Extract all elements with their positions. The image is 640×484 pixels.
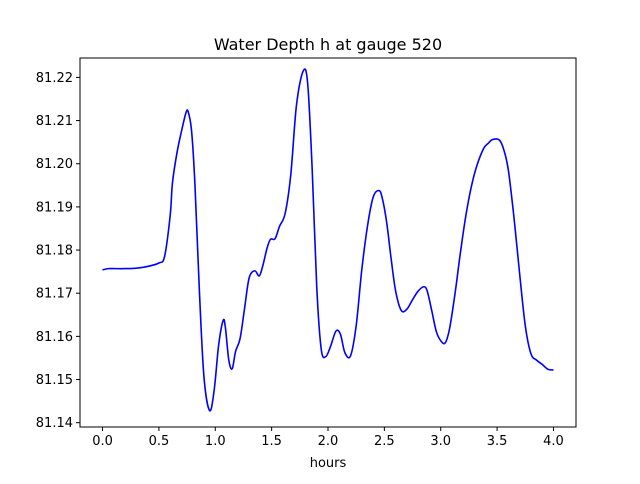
x-axis-label: hours [310,456,347,471]
x-tick-label: 2.5 [374,434,395,449]
y-tick-label: 81.14 [36,416,73,431]
y-tick-label: 81.16 [36,330,73,345]
y-tick-label: 81.15 [36,373,73,388]
y-tick-label: 81.22 [36,71,73,86]
x-tick-label: 1.0 [205,434,226,449]
x-tick-label: 3.5 [487,434,508,449]
y-tick-label: 81.21 [36,114,73,129]
x-tick-label: 0.0 [92,434,113,449]
plot-frame [79,57,577,428]
y-tick-label: 81.20 [36,157,73,172]
x-tick-label: 0.5 [149,434,170,449]
chart-title: Water Depth h at gauge 520 [214,35,442,54]
x-tick-label: 2.0 [318,434,339,449]
y-tick-label: 81.19 [36,200,73,215]
x-tick-label: 3.0 [430,434,451,449]
y-tick-label: 81.18 [36,244,73,259]
x-tick-label: 4.0 [543,434,564,449]
y-tick-label: 81.17 [36,287,73,302]
series-line-0 [102,68,554,412]
x-tick-label: 1.5 [261,434,282,449]
